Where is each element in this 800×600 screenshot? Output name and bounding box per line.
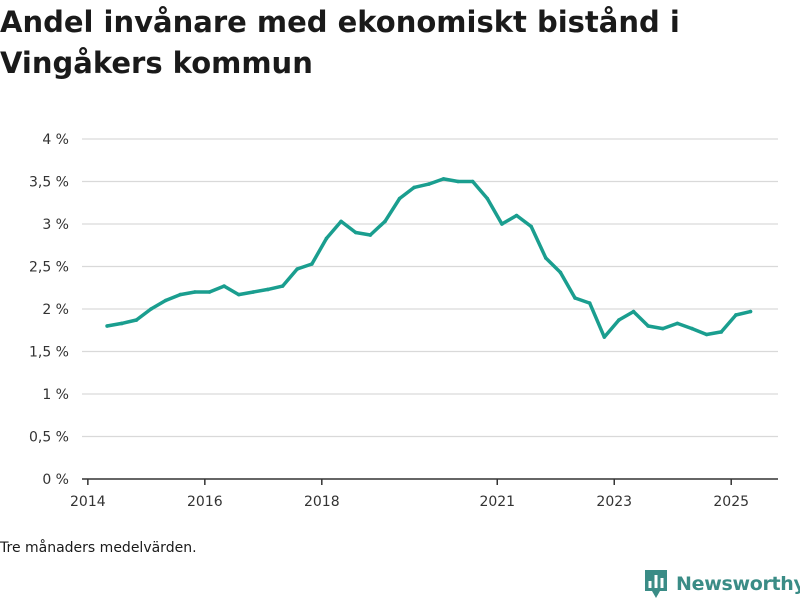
- data-point: [748, 309, 753, 314]
- y-tick-label: 1,5 %: [29, 345, 69, 361]
- data-point: [719, 330, 724, 334]
- data-point: [470, 179, 475, 184]
- data-point: [529, 224, 533, 229]
- data-point: [295, 267, 300, 271]
- data-point: [222, 284, 226, 288]
- data-point: [368, 233, 373, 237]
- data-point: [149, 307, 153, 311]
- x-tick-label: 2014: [70, 494, 106, 510]
- newsworthy-logo-icon: [645, 570, 667, 598]
- data-point: [485, 196, 490, 201]
- data-point: [193, 290, 197, 294]
- data-point: [631, 309, 636, 314]
- chart-title: Andel invånare med ekonomiskt bistånd i …: [0, 5, 680, 80]
- data-point: [339, 219, 343, 224]
- data-point: [573, 296, 577, 300]
- data-point: [236, 292, 241, 297]
- y-tick-label: 0,5 %: [29, 430, 69, 446]
- data-point: [397, 196, 402, 201]
- y-tick-label: 2 %: [42, 302, 69, 318]
- y-tick-label: 3 %: [42, 217, 69, 233]
- data-point: [324, 236, 329, 241]
- data-point: [119, 321, 124, 326]
- data-point: [617, 318, 621, 322]
- data-point: [544, 256, 548, 260]
- data-point: [646, 324, 650, 328]
- x-tick-label: 2021: [479, 494, 515, 510]
- y-tick-label: 4 %: [42, 132, 69, 148]
- gridlines: [82, 138, 778, 438]
- data-point: [500, 222, 504, 226]
- x-tick-label: 2023: [596, 494, 632, 510]
- data-point: [704, 332, 709, 337]
- data-point: [660, 326, 665, 331]
- data-point: [383, 219, 387, 224]
- x-tick-label: 2018: [304, 494, 340, 510]
- data-point: [353, 230, 358, 235]
- data-point: [310, 262, 314, 266]
- data-point: [514, 213, 519, 218]
- series-line: [105, 177, 753, 339]
- data-point: [134, 318, 139, 322]
- data-point: [280, 284, 285, 288]
- data-point: [427, 182, 431, 186]
- x-axis-ticks: 2014 2016 2018 2021 2023 2025: [70, 479, 749, 510]
- data-point: [441, 177, 446, 181]
- y-tick-label: 1 %: [42, 387, 69, 403]
- data-point: [602, 335, 607, 339]
- data-point: [690, 326, 694, 331]
- brand-name: Newsworthy: [676, 573, 800, 595]
- line-chart: 0 % 0,5 % 1 % 1,5 % 2 % 2,5 % 3 % 3,5 % 4 % 2014…: [29, 132, 778, 510]
- y-tick-label: 3,5 %: [29, 175, 69, 191]
- data-point: [266, 287, 270, 292]
- data-point: [105, 324, 109, 328]
- data-point: [558, 270, 563, 275]
- data-point: [251, 290, 256, 294]
- data-point: [163, 298, 168, 303]
- y-tick-label: 0 %: [42, 472, 69, 488]
- data-point: [456, 179, 460, 184]
- data-point: [675, 321, 680, 326]
- data-point: [412, 185, 417, 190]
- data-point: [207, 290, 212, 294]
- x-tick-label: 2025: [713, 494, 749, 510]
- y-axis-ticks: 0 % 0,5 % 1 % 1,5 % 2 % 2,5 % 3 % 3,5 % 4 %: [29, 132, 69, 488]
- series-layer: [105, 177, 753, 339]
- data-point: [734, 313, 738, 317]
- brand-logo[interactable]: Newsworthy: [644, 569, 800, 599]
- footnote: Tre månaders medelvärden.: [0, 540, 197, 556]
- data-point: [178, 292, 183, 297]
- y-tick-label: 2,5 %: [29, 260, 69, 276]
- x-tick-label: 2016: [187, 494, 223, 510]
- data-point: [587, 301, 592, 305]
